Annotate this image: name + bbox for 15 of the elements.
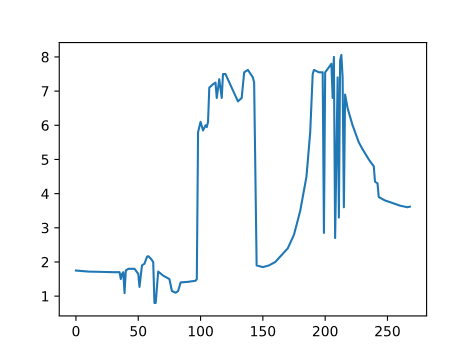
y-tick-label: 4 [41,188,49,199]
x-tick-label: 200 [312,326,338,336]
y-tick-label: 5 [42,154,48,165]
x-tick-label: 100 [188,326,213,336]
y-tick-label: 8 [42,52,49,62]
y-tick-label: 2 [42,256,48,268]
line-series [74,54,411,304]
y-tick-label: 1 [42,291,48,302]
y-tick-label: 6 [42,120,49,131]
x-tick-label: 250 [375,326,400,336]
y-tick-label: 3 [42,222,48,234]
x-tick-label: 150 [251,326,276,336]
x-tick-label: 50 [130,326,146,336]
y-tick-label: 7 [42,86,48,96]
x-tick-label: 0 [72,326,80,336]
